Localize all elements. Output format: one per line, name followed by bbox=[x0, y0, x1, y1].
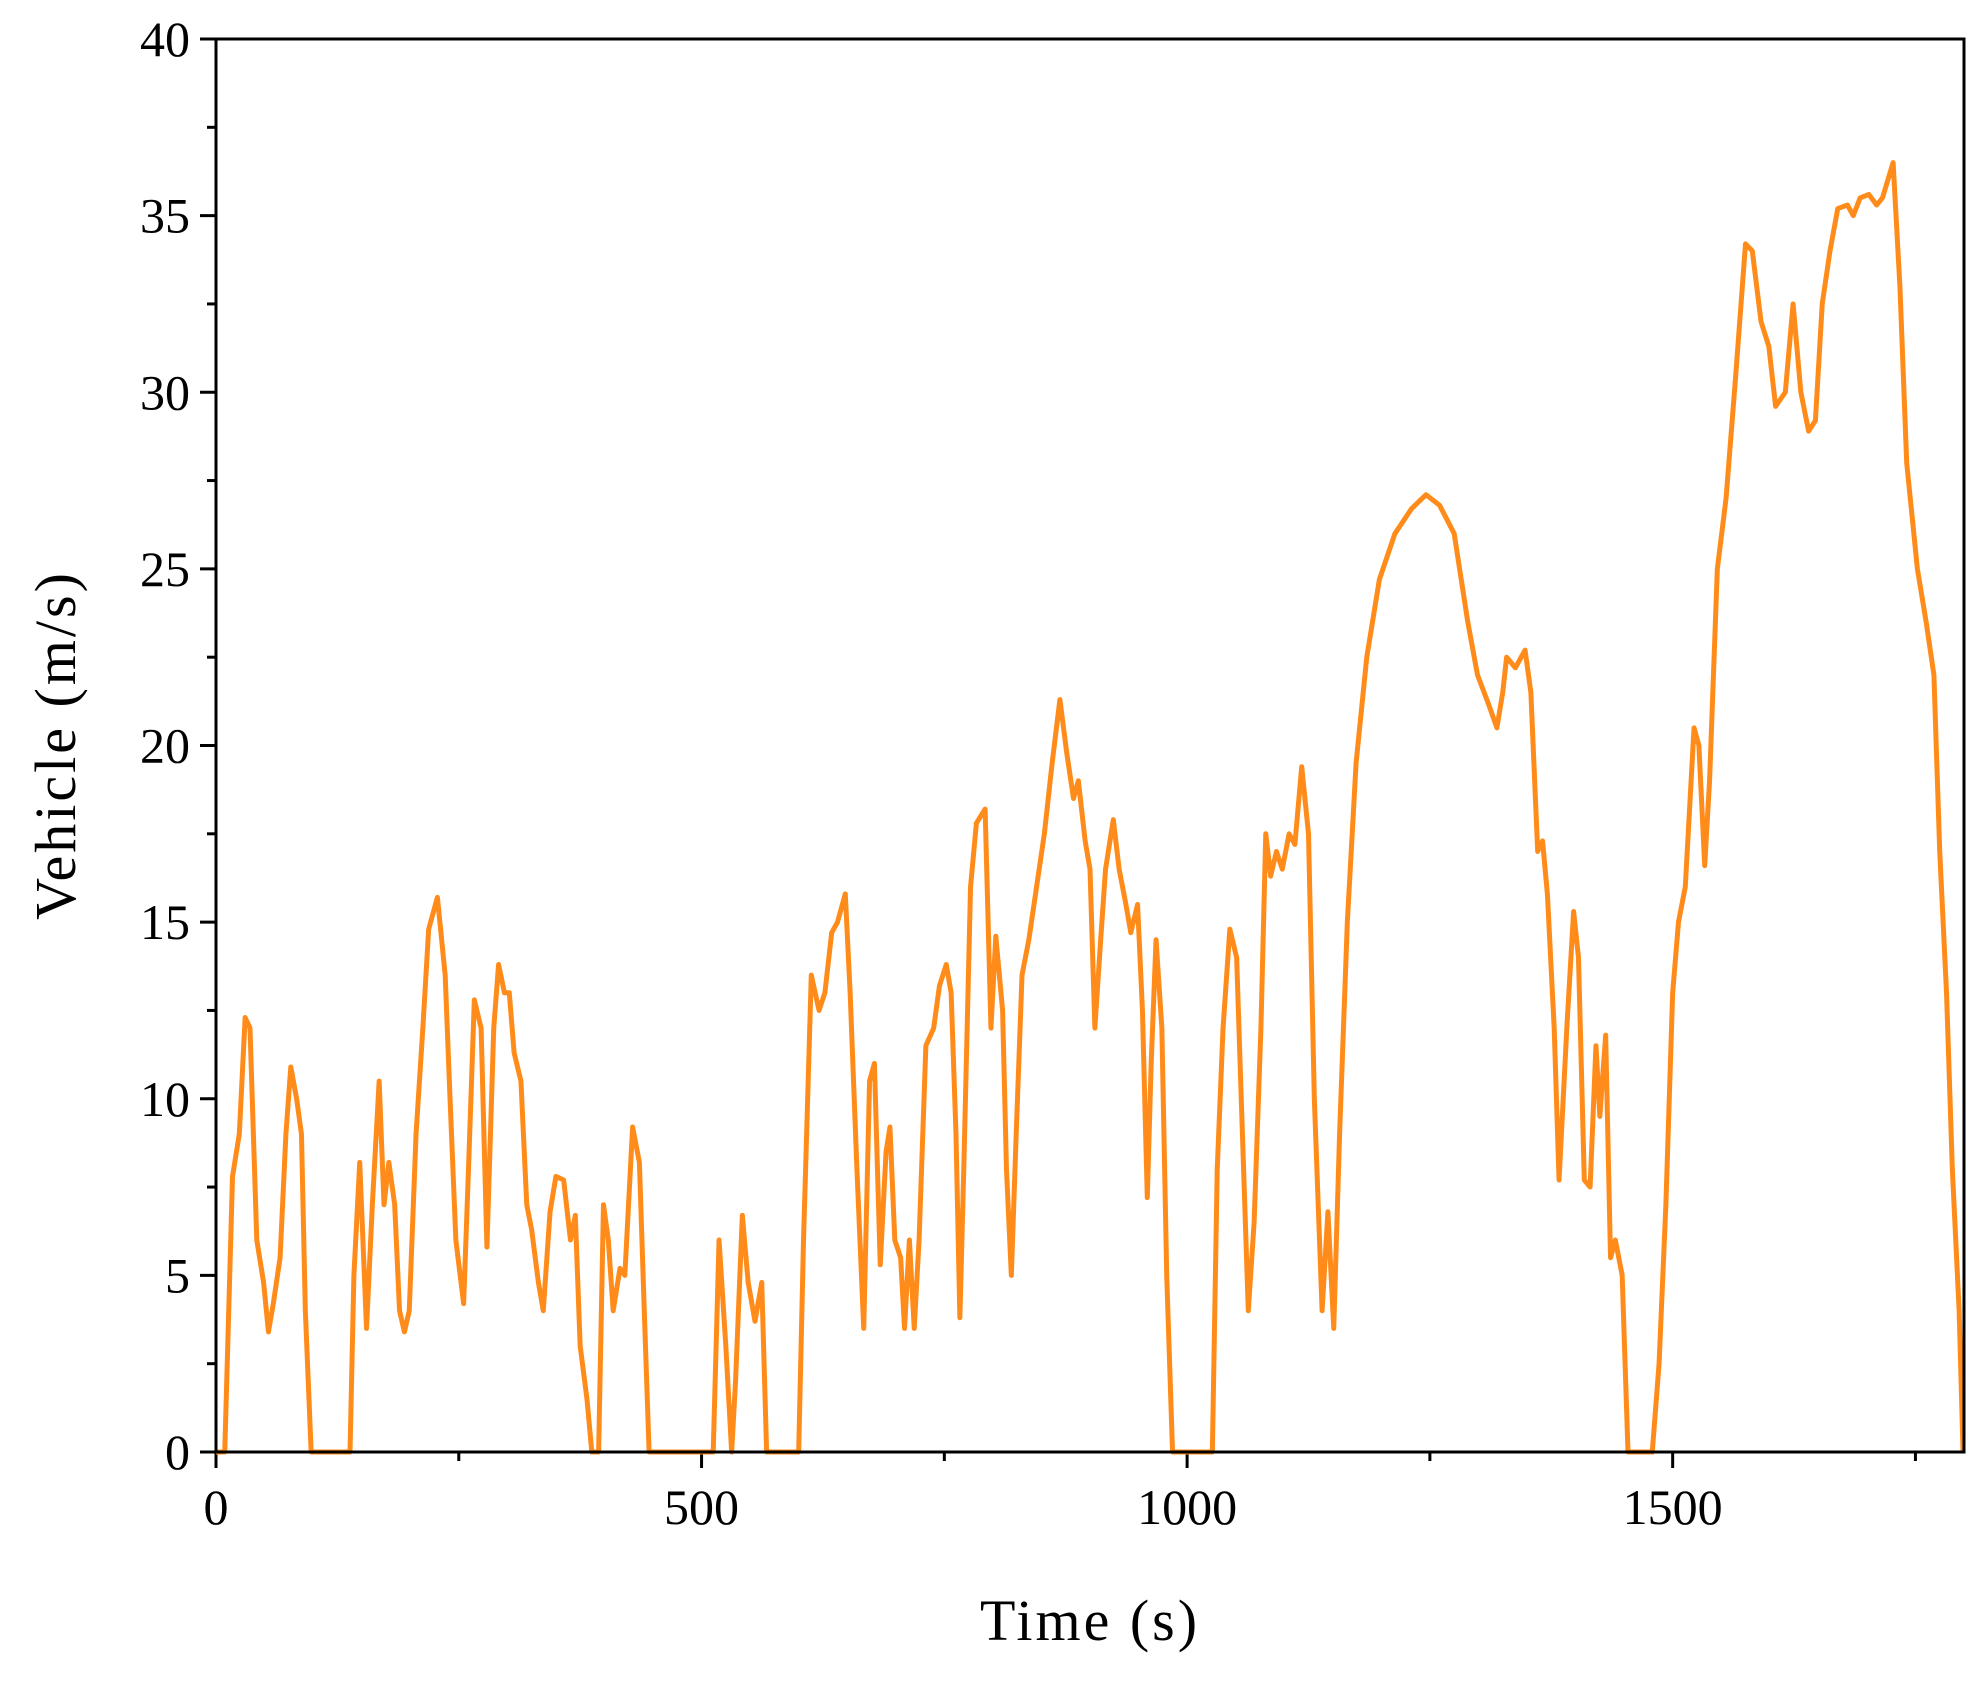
x-tick-label: 0 bbox=[204, 1479, 229, 1535]
y-tick-label: 15 bbox=[140, 894, 190, 950]
x-axis-title: Time (s) bbox=[980, 1588, 1200, 1653]
plot-frame bbox=[214, 37, 1966, 1454]
x-tick-label: 1500 bbox=[1623, 1479, 1723, 1535]
y-tick-label: 0 bbox=[165, 1424, 190, 1480]
x-tick-label: 1000 bbox=[1137, 1479, 1237, 1535]
y-tick-label: 5 bbox=[165, 1247, 190, 1303]
y-tick-label: 30 bbox=[140, 364, 190, 420]
y-tick-label: 10 bbox=[140, 1071, 190, 1127]
y-tick-label: 35 bbox=[140, 188, 190, 244]
x-tick-label: 500 bbox=[664, 1479, 739, 1535]
y-axis-title: Vehicle (m/s) bbox=[23, 570, 88, 920]
data-line bbox=[216, 160, 1966, 1455]
y-tick-label: 25 bbox=[140, 541, 190, 597]
y-tick-label: 40 bbox=[140, 11, 190, 67]
y-tick-label: 20 bbox=[140, 718, 190, 774]
